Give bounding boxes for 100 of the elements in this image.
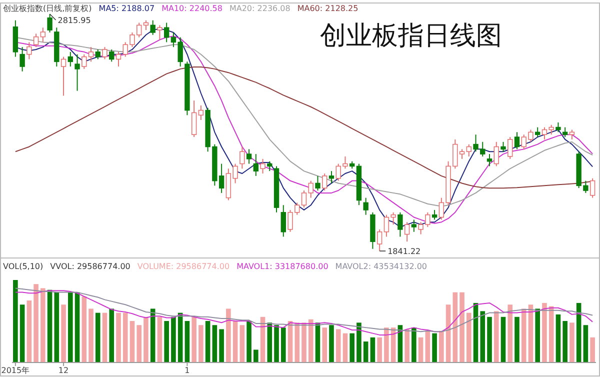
- bar: [267, 322, 272, 362]
- candlestick: [301, 190, 307, 208]
- candlestick: [315, 175, 320, 192]
- candlestick: [191, 100, 197, 138]
- bar: [412, 328, 416, 362]
- text: MA10: 2240.58: [162, 4, 222, 13]
- text: MAVOL2: 43534132.00: [335, 262, 428, 271]
- candlestick: [88, 46, 94, 62]
- candlestick: [157, 24, 162, 40]
- bar: [452, 292, 458, 362]
- bar: [514, 316, 520, 362]
- x-tick-label: 12: [58, 366, 69, 375]
- bar: [274, 325, 279, 362]
- candlestick: [486, 154, 492, 167]
- candlestick: [33, 33, 39, 48]
- x-tick-label: 1: [184, 366, 190, 375]
- candlestick: [556, 122, 561, 133]
- candlestick: [150, 20, 156, 36]
- bar: [122, 312, 128, 362]
- bar: [336, 329, 341, 362]
- bar: [363, 342, 368, 362]
- bar: [198, 325, 204, 362]
- text: MA20: 2236.08: [229, 4, 290, 13]
- text: MA5: 2188.07: [98, 4, 155, 13]
- candlestick: [26, 42, 32, 60]
- bar: [88, 308, 94, 362]
- candlestick: [404, 222, 410, 242]
- bar: [130, 321, 135, 362]
- bar: [171, 316, 176, 362]
- bar: [342, 333, 348, 362]
- bar: [150, 308, 156, 362]
- bar: [246, 321, 252, 362]
- bar: [446, 304, 451, 362]
- text: VOL(5,10): [3, 262, 44, 271]
- bar: [34, 284, 38, 362]
- bar: [548, 306, 554, 362]
- bar: [439, 330, 444, 362]
- text: MAVOL1: 33187680.00: [236, 262, 328, 271]
- candlestick: [240, 146, 245, 170]
- bar: [54, 292, 60, 362]
- candlestick: [280, 204, 286, 238]
- bar: [500, 316, 506, 362]
- bar: [542, 302, 547, 362]
- bar: [473, 302, 478, 362]
- bar: [226, 308, 231, 362]
- bar: [205, 321, 210, 362]
- bar: [480, 311, 486, 362]
- candlestick: [308, 180, 314, 198]
- candlestick: [466, 144, 472, 157]
- bar: [590, 337, 595, 362]
- bar: [384, 328, 389, 362]
- candlestick: [109, 48, 114, 62]
- annotation: 1841.22: [388, 247, 421, 256]
- bar: [460, 292, 464, 362]
- bar: [40, 288, 46, 362]
- candlestick: [590, 178, 596, 198]
- bar: [583, 325, 588, 362]
- bar: [535, 308, 540, 362]
- bar: [570, 322, 574, 362]
- bar: [47, 290, 52, 362]
- bar: [528, 304, 534, 362]
- bar: [466, 312, 472, 362]
- bar: [322, 328, 328, 362]
- bar: [95, 312, 100, 362]
- text: VOLUME: 29586774.00: [137, 262, 230, 271]
- bar: [521, 308, 526, 362]
- candlestick: [95, 48, 100, 60]
- bar: [157, 316, 162, 362]
- bar: [136, 325, 142, 362]
- bar: [61, 304, 66, 362]
- bar: [308, 319, 314, 362]
- candlestick: [535, 126, 540, 138]
- bar: [192, 316, 196, 362]
- candlestick: [328, 170, 334, 184]
- bar: [13, 280, 18, 362]
- bar: [144, 316, 148, 362]
- candlestick: [267, 160, 272, 172]
- bar: [302, 322, 306, 362]
- candlestick: [411, 219, 417, 232]
- bar: [178, 312, 183, 362]
- candlestick: [116, 51, 122, 68]
- candlestick: [508, 136, 513, 160]
- chart-title: 创业板指日线图: [320, 21, 502, 51]
- bar: [494, 311, 499, 362]
- text: VVOL: 29586774.00: [50, 262, 130, 271]
- candlestick: [514, 132, 520, 150]
- candlestick: [260, 158, 266, 174]
- candlestick: [500, 141, 506, 152]
- chart-subtitle: 创业板指数(日线,前复权): [3, 4, 92, 13]
- candlestick: [40, 27, 46, 43]
- annotation: 2815.95: [58, 16, 91, 25]
- bar: [377, 337, 382, 362]
- candlestick: [363, 197, 368, 216]
- bar: [109, 308, 114, 362]
- bar: [240, 325, 245, 362]
- bar: [82, 296, 87, 362]
- candlestick: [68, 51, 73, 68]
- candlestick: [398, 212, 403, 238]
- bar: [280, 328, 286, 362]
- bar: [219, 329, 224, 362]
